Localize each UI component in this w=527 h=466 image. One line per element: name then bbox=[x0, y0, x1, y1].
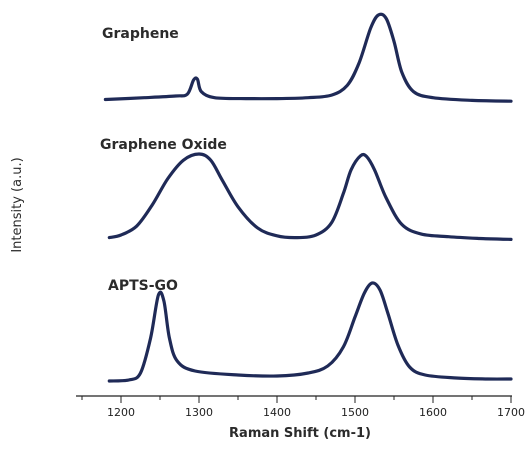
series-line-graphene bbox=[103, 12, 513, 103]
series-line-graphene-oxide bbox=[107, 152, 513, 241]
x-tick-label: 1700 bbox=[497, 406, 525, 419]
x-tick-label: 1600 bbox=[419, 406, 447, 419]
series-label-graphene: Graphene bbox=[102, 26, 179, 42]
x-tick-label: 1400 bbox=[263, 406, 291, 419]
y-axis-title: Intensity (a.u.) bbox=[10, 157, 25, 252]
x-axis-ticks: 1200 1300 1400 1500 1600 1700 bbox=[81, 396, 525, 419]
series-line-apts-go bbox=[107, 281, 513, 383]
x-tick-label: 1200 bbox=[107, 406, 135, 419]
x-tick-label: 1300 bbox=[185, 406, 213, 419]
series-label-graphene-oxide: Graphene Oxide bbox=[100, 137, 227, 153]
x-axis-title: Raman Shift (cm-1) bbox=[229, 426, 371, 441]
series-label-apts-go: APTS-GO bbox=[108, 278, 178, 294]
x-tick-label: 1500 bbox=[341, 406, 369, 419]
